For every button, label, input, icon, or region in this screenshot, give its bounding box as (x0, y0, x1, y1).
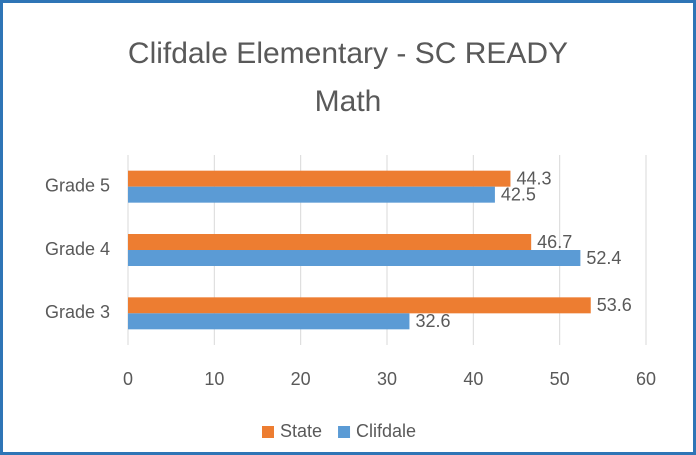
x-tick-label: 50 (550, 369, 570, 389)
x-tick-label: 10 (204, 369, 224, 389)
data-label: 32.6 (415, 311, 450, 331)
bar (128, 250, 581, 266)
bar (128, 313, 410, 330)
bar (128, 297, 591, 314)
legend-label: State (280, 421, 322, 441)
x-tick-label: 20 (291, 369, 311, 389)
data-label: 53.6 (597, 295, 632, 315)
bar (128, 234, 532, 250)
bar (128, 170, 511, 187)
x-tick-label: 0 (123, 369, 133, 389)
bar (128, 186, 495, 203)
legend-swatch (338, 426, 351, 438)
legend-swatch (262, 426, 274, 438)
y-tick-label: Grade 3 (45, 302, 110, 322)
legend-label: Clifdale (356, 421, 416, 441)
data-label: 42.5 (501, 184, 536, 204)
y-tick-label: Grade 5 (45, 175, 110, 195)
data-label: 44.3 (516, 168, 551, 188)
x-tick-label: 60 (636, 369, 656, 389)
x-tick-label: 40 (463, 369, 483, 389)
x-tick-label: 30 (377, 369, 397, 389)
y-tick-label: Grade 4 (45, 239, 110, 259)
chart-title: Clifdale Elementary - SC READY Math (127, 37, 569, 118)
data-label: 52.4 (586, 248, 621, 268)
data-label: 46.7 (537, 232, 572, 252)
